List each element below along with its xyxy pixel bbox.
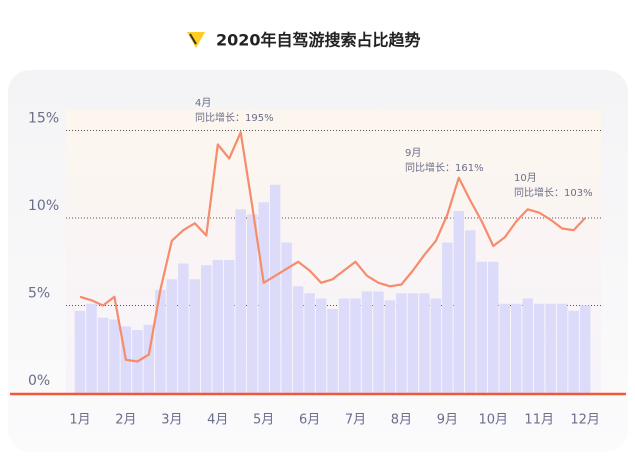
y-tick-label: 5%: [28, 286, 50, 302]
annotation-text: 同比增长：161%: [405, 161, 484, 174]
bar: [465, 230, 476, 393]
bar: [74, 310, 86, 393]
x-tick-label: 8月: [391, 413, 412, 428]
x-tick-label: 7月: [345, 413, 366, 428]
annotation-month: 10月: [514, 172, 537, 184]
bar: [281, 242, 292, 393]
x-tick-label: 5月: [253, 413, 274, 428]
bar: [511, 303, 522, 393]
x-tick-label: 11月: [524, 413, 554, 428]
x-tick-label: 12月: [570, 413, 600, 428]
annotation-month: 4月: [195, 97, 211, 109]
bar: [396, 293, 407, 393]
bar: [258, 202, 269, 393]
bar: [224, 260, 235, 393]
bar: [442, 242, 453, 393]
x-tick-label: 6月: [299, 413, 320, 428]
bar: [384, 300, 396, 393]
bar: [373, 291, 384, 393]
y-tick-label: 15%: [28, 111, 59, 127]
line: [79, 131, 586, 363]
bar: [499, 303, 510, 393]
bar: [361, 291, 373, 393]
annotation-text: 同比增长：195%: [195, 111, 274, 124]
bar: [419, 293, 430, 393]
bar: [143, 324, 155, 393]
bar: [407, 293, 419, 393]
bar: [304, 293, 315, 393]
bar: [327, 309, 338, 393]
bar: [269, 184, 281, 393]
annotation-month: 9月: [405, 147, 421, 159]
bar: [97, 317, 109, 393]
bar: [201, 265, 212, 393]
bar: [350, 298, 361, 393]
bar: [476, 261, 488, 393]
bar: [189, 279, 201, 393]
x-tick-label: 4月: [207, 413, 228, 428]
bar: [109, 319, 120, 393]
bar: [430, 298, 442, 393]
bar: [453, 211, 465, 393]
x-tick-label: 9月: [437, 413, 458, 428]
bar: [166, 279, 178, 393]
bar: [545, 303, 556, 393]
x-tick-label: 10月: [479, 413, 509, 428]
x-tick-label: 2月: [115, 413, 136, 428]
bar: [155, 289, 166, 393]
bar: [533, 303, 545, 393]
chart-title: 2020年自驾游搜索占比趋势: [216, 31, 421, 50]
title-icon-mark: [189, 33, 197, 45]
bar: [338, 298, 350, 393]
bar: [246, 214, 258, 393]
bar: [235, 209, 246, 393]
bar: [568, 310, 579, 393]
bar: [212, 260, 223, 393]
bar: [86, 303, 97, 393]
bar: [292, 286, 304, 393]
x-tick-label: 1月: [69, 413, 90, 428]
y-tick-label: 0%: [28, 373, 50, 389]
bar: [579, 305, 591, 393]
bar: [556, 303, 568, 393]
bar: [178, 263, 189, 393]
bar: [315, 298, 327, 393]
annotation-text: 同比增长：103%: [514, 186, 593, 199]
bar: [488, 261, 499, 393]
y-tick-label: 10%: [28, 198, 59, 214]
x-tick-label: 3月: [161, 413, 182, 428]
bar: [522, 298, 533, 393]
